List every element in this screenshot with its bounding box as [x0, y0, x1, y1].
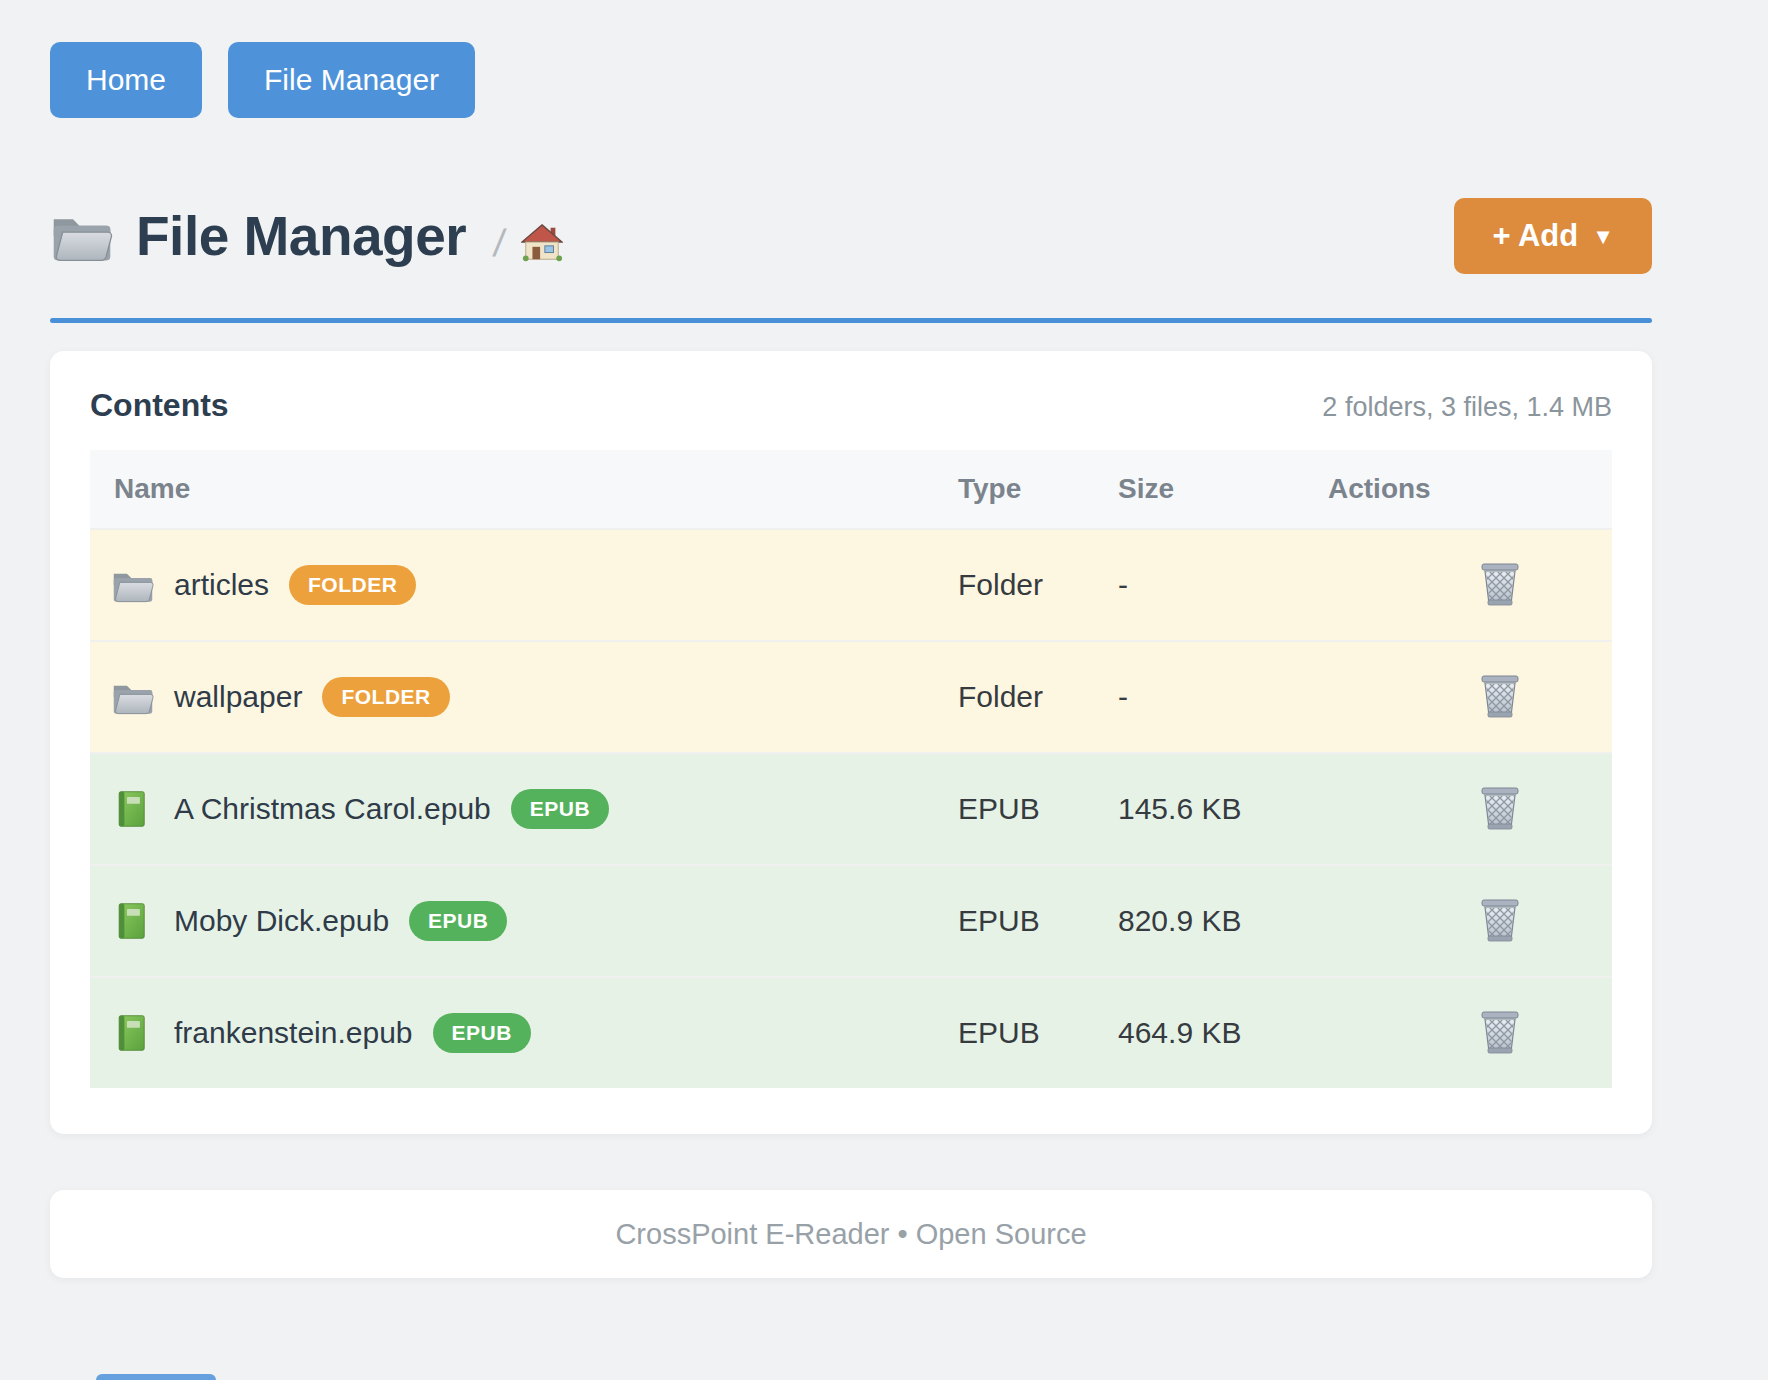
delete-button[interactable] [1480, 562, 1520, 608]
table-row-articles[interactable]: articles FOLDER Folder - [90, 528, 1612, 640]
epub-badge: EPUB [511, 789, 609, 829]
house-icon[interactable] [521, 223, 563, 263]
page-container: Home File Manager File Manager / + Add ▼… [50, 0, 1652, 1278]
item-name-link[interactable]: Moby Dick.epub [174, 904, 389, 938]
breadcrumb: / [494, 222, 563, 265]
delete-button[interactable] [1480, 1010, 1520, 1056]
delete-button[interactable] [1480, 786, 1520, 832]
footer: CrossPoint E-Reader • Open Source [50, 1190, 1652, 1278]
name-cell: frankenstein.epub EPUB [90, 1013, 958, 1053]
breadcrumb-separator: / [491, 222, 508, 265]
type-cell: EPUB [958, 904, 1118, 938]
column-header-type: Type [958, 473, 1118, 505]
folder-icon [112, 566, 154, 604]
folder-icon [50, 209, 114, 263]
footer-text: CrossPoint E-Reader • Open Source [615, 1218, 1086, 1251]
header-divider [50, 318, 1652, 323]
column-header-size: Size [1118, 473, 1328, 505]
type-cell: EPUB [958, 792, 1118, 826]
table-row-christmas-carol[interactable]: A Christmas Carol.epub EPUB EPUB 145.6 K… [90, 752, 1612, 864]
item-name-link[interactable]: A Christmas Carol.epub [174, 792, 491, 826]
contents-title: Contents [90, 387, 229, 424]
actions-cell [1328, 786, 1612, 832]
actions-cell [1328, 1010, 1612, 1056]
green-book-icon [112, 790, 154, 828]
folder-icon [112, 678, 154, 716]
table-row-moby-dick[interactable]: Moby Dick.epub EPUB EPUB 820.9 KB [90, 864, 1612, 976]
page-title: File Manager [136, 204, 466, 268]
table-header-row: Name Type Size Actions [90, 450, 1612, 528]
table-row-wallpaper[interactable]: wallpaper FOLDER Folder - [90, 640, 1612, 752]
green-book-icon [112, 902, 154, 940]
actions-cell [1328, 898, 1612, 944]
item-name-link[interactable]: articles [174, 568, 269, 602]
contents-card-header: Contents 2 folders, 3 files, 1.4 MB [90, 387, 1612, 424]
contents-card: Contents 2 folders, 3 files, 1.4 MB Name… [50, 351, 1652, 1134]
epub-badge: EPUB [433, 1013, 531, 1053]
file-table: Name Type Size Actions articles FOLDER F… [90, 450, 1612, 1088]
folder-badge: FOLDER [289, 565, 416, 605]
size-cell: 145.6 KB [1118, 792, 1328, 826]
file-manager-nav-button[interactable]: File Manager [228, 42, 475, 118]
delete-button[interactable] [1480, 674, 1520, 720]
trash-icon [1480, 898, 1520, 944]
name-cell: A Christmas Carol.epub EPUB [90, 789, 958, 829]
size-cell: 820.9 KB [1118, 904, 1328, 938]
delete-button[interactable] [1480, 898, 1520, 944]
trash-icon [1480, 1010, 1520, 1056]
trash-icon [1480, 562, 1520, 608]
column-header-actions: Actions [1328, 473, 1612, 505]
add-button[interactable]: + Add ▼ [1454, 198, 1652, 274]
size-cell: - [1118, 680, 1328, 714]
folder-badge: FOLDER [322, 677, 449, 717]
type-cell: Folder [958, 568, 1118, 602]
size-cell: 464.9 KB [1118, 1016, 1328, 1050]
table-row-frankenstein[interactable]: frankenstein.epub EPUB EPUB 464.9 KB [90, 976, 1612, 1088]
type-cell: EPUB [958, 1016, 1118, 1050]
name-cell: Moby Dick.epub EPUB [90, 901, 958, 941]
size-cell: - [1118, 568, 1328, 602]
item-name-link[interactable]: frankenstein.epub [174, 1016, 413, 1050]
column-header-name: Name [90, 473, 958, 505]
trash-icon [1480, 674, 1520, 720]
trash-icon [1480, 786, 1520, 832]
actions-cell [1328, 562, 1612, 608]
name-cell: articles FOLDER [90, 565, 958, 605]
home-nav-button[interactable]: Home [50, 42, 202, 118]
top-navigation: Home File Manager [50, 0, 1652, 118]
partial-scrolled-element [96, 1374, 216, 1380]
actions-cell [1328, 674, 1612, 720]
add-button-label: + Add [1492, 218, 1578, 254]
epub-badge: EPUB [409, 901, 507, 941]
name-cell: wallpaper FOLDER [90, 677, 958, 717]
caret-down-icon: ▼ [1592, 224, 1614, 250]
contents-summary: 2 folders, 3 files, 1.4 MB [1322, 392, 1612, 423]
page-header: File Manager / + Add ▼ [50, 198, 1652, 274]
type-cell: Folder [958, 680, 1118, 714]
item-name-link[interactable]: wallpaper [174, 680, 302, 714]
green-book-icon [112, 1014, 154, 1052]
